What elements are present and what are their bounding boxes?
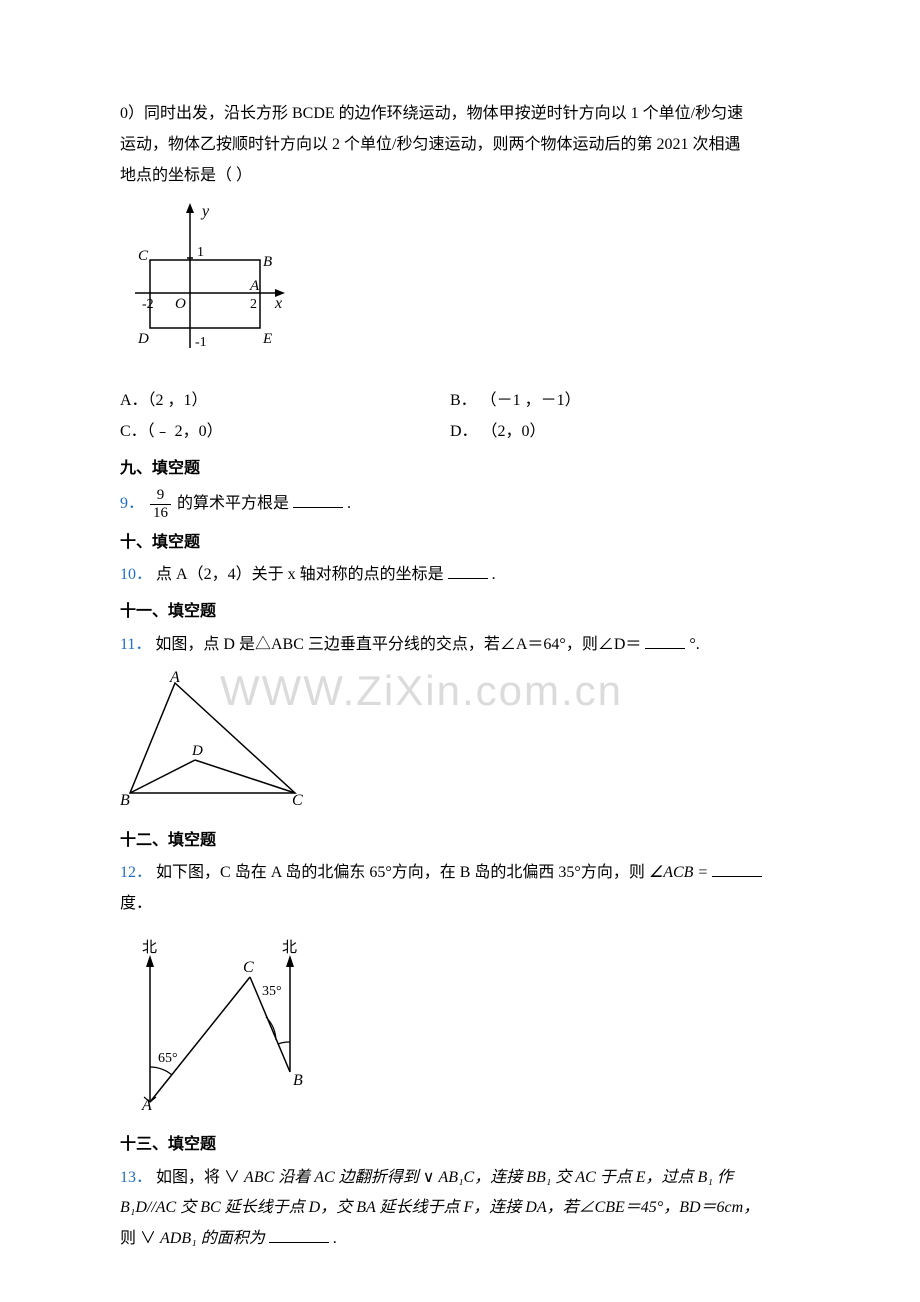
q12-num: 12． xyxy=(120,864,152,881)
q13-line2: B₁D//AC 交 BC 延长线于点 D，交 BA 延长线于点 F，连接 DA，… xyxy=(120,1194,800,1223)
q8-intro-line1: 0）同时出发，沿长方形 BCDE 的边作环绕运动，物体甲按逆时针方向以 1 个单… xyxy=(120,100,800,129)
q13-l2a: B₁D//AC 交 BC 延长线于点 D，交 BA 延长线于点 F，连接 DA，… xyxy=(120,1199,759,1216)
fig3-north-A: 北 xyxy=(142,939,157,956)
figure-triangle-D: WWW.ZiXin.com.cn A B C D xyxy=(120,668,800,819)
section-10-heading: 十、填空题 xyxy=(120,529,800,558)
q11-blank xyxy=(645,633,685,649)
q13-tri3: ∨ xyxy=(140,1230,156,1247)
point-C: C xyxy=(138,248,149,264)
q9-fraction: 9 16 xyxy=(150,488,171,521)
tick-2: 2 xyxy=(250,297,257,312)
point-E: E xyxy=(262,331,272,347)
x-axis-label: x xyxy=(274,295,282,312)
section-11-heading: 十一、填空题 xyxy=(120,598,800,627)
tick-1: 1 xyxy=(197,245,204,260)
q12-line1: 12． 如下图，C 岛在 A 岛的北偏东 65°方向，在 B 岛的北偏西 35°… xyxy=(120,859,800,888)
q12-line2: 度． xyxy=(120,890,800,919)
q13-l1c: AB₁C，连接 BB₁ 交 AC 于点 E，过点 B₁ 作 xyxy=(438,1169,732,1186)
option-D: D． （2，0） xyxy=(450,418,780,447)
fig3-B: B xyxy=(293,1072,303,1089)
q12-body: 如下图，C 岛在 A 岛的北偏东 65°方向，在 B 岛的北偏西 35°方向，则 xyxy=(156,864,649,881)
tick-neg1: -1 xyxy=(195,335,207,350)
point-B: B xyxy=(263,254,272,270)
figure-rectangle-grid: y x 1 -2 2 -1 O A C B D E xyxy=(120,198,800,379)
q13-blank xyxy=(269,1227,329,1243)
q8-intro-line2: 运动，物体乙按顺时针方向以 2 个单位/秒匀速运动，则两个物体运动后的第 202… xyxy=(120,131,800,160)
q13-l3b: ADB₁ 的面积为 xyxy=(160,1230,265,1247)
fig2-D: D xyxy=(191,743,203,759)
option-C: C．（﹣ 2，0） xyxy=(120,418,450,447)
q11-text: 11． 如图，点 D 是△ABC 三边垂直平分线的交点，若∠A＝64°，则∠D＝… xyxy=(120,631,800,660)
q9-frac-num: 9 xyxy=(150,488,171,505)
section-9-heading: 九、填空题 xyxy=(120,455,800,484)
q12-blank xyxy=(712,861,762,877)
q10-num: 10． xyxy=(120,566,152,583)
fig3-C: C xyxy=(243,959,254,976)
q8-options-row2: C．（﹣ 2，0） D． （2，0） xyxy=(120,418,800,447)
point-A: A xyxy=(249,278,260,294)
q10-tail: . xyxy=(492,566,496,583)
q10-body: 点 A（2，4）关于 x 轴对称的点的坐标是 xyxy=(156,566,444,583)
q8-options-row1: A．（2 ，1） B． （－1 ，－1） xyxy=(120,387,800,416)
y-axis-label: y xyxy=(200,203,210,220)
q9-text: 9． 9 16 的算术平方根是 . xyxy=(120,488,800,521)
fig2-B: B xyxy=(120,792,130,808)
section-12-heading: 十二、填空题 xyxy=(120,827,800,856)
q11-num: 11． xyxy=(120,636,151,653)
option-B: B． （－1 ，－1） xyxy=(450,387,780,416)
q10-blank xyxy=(448,563,488,579)
fig3-65: 65° xyxy=(158,1051,178,1066)
figure-bearing: 北 北 A B C 65° 35° xyxy=(120,927,800,1123)
q13-l3a: 则 xyxy=(120,1230,136,1247)
q13-l1b: ABC 沿着 AC 边翻折得到 xyxy=(244,1169,419,1186)
option-A: A．（2 ，1） xyxy=(120,387,450,416)
q12-angle: ∠ACB = xyxy=(649,864,708,881)
q13-num: 13． xyxy=(120,1169,152,1186)
fig3-north-B: 北 xyxy=(282,939,297,956)
q9-frac-den: 16 xyxy=(150,505,171,521)
q8-intro-line3: 地点的坐标是（ ） xyxy=(120,162,800,191)
q11-body: 如图，点 D 是△ABC 三边垂直平分线的交点，若∠A＝64°，则∠D＝ xyxy=(155,636,641,653)
q13-tail: . xyxy=(333,1230,337,1247)
fig2-A: A xyxy=(169,669,180,686)
point-D: D xyxy=(137,331,149,347)
q13-l1a: 如图，将 xyxy=(156,1169,224,1186)
q13-tri2: ∨ xyxy=(423,1169,435,1186)
fig3-35: 35° xyxy=(262,984,282,999)
q9-blank xyxy=(293,492,343,508)
q13-tri1: ∨ xyxy=(224,1169,240,1186)
q9-tail2: . xyxy=(347,495,351,512)
q11-tail: °. xyxy=(689,636,699,653)
q13-line1: 13． 如图，将 ∨ ABC 沿着 AC 边翻折得到 ∨ AB₁C，连接 BB₁… xyxy=(120,1164,800,1193)
section-13-heading: 十三、填空题 xyxy=(120,1131,800,1160)
origin-label: O xyxy=(175,296,186,312)
tick-neg2: -2 xyxy=(142,297,154,312)
fig2-C: C xyxy=(292,792,303,808)
q13-line3: 则 ∨ ADB₁ 的面积为 . xyxy=(120,1225,800,1254)
q9-num: 9． xyxy=(120,495,144,512)
q9-tail1: 的算术平方根是 xyxy=(177,495,289,512)
q10-text: 10． 点 A（2，4）关于 x 轴对称的点的坐标是 . xyxy=(120,561,800,590)
